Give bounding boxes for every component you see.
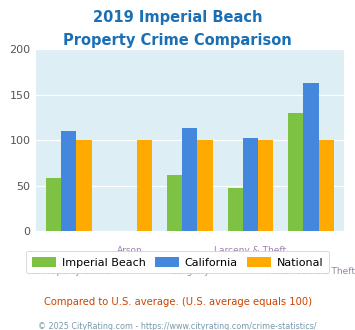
Bar xyxy=(288,113,304,231)
Text: Compared to U.S. average. (U.S. average equals 100): Compared to U.S. average. (U.S. average … xyxy=(44,297,311,307)
Legend: Imperial Beach, California, National: Imperial Beach, California, National xyxy=(26,251,329,273)
Bar xyxy=(197,140,213,231)
Text: Larceny & Theft: Larceny & Theft xyxy=(214,246,286,254)
Bar xyxy=(46,178,61,231)
Text: 2019 Imperial Beach: 2019 Imperial Beach xyxy=(93,10,262,25)
Text: © 2025 CityRating.com - https://www.cityrating.com/crime-statistics/: © 2025 CityRating.com - https://www.city… xyxy=(38,322,317,330)
Text: Motor Vehicle Theft: Motor Vehicle Theft xyxy=(267,267,355,276)
Bar xyxy=(76,140,92,231)
Bar xyxy=(137,140,152,231)
Bar xyxy=(243,138,258,231)
Bar xyxy=(304,83,319,231)
Bar xyxy=(167,175,182,231)
Bar xyxy=(258,140,273,231)
Text: Burglary: Burglary xyxy=(171,267,209,276)
Text: Property Crime Comparison: Property Crime Comparison xyxy=(63,33,292,48)
Bar xyxy=(182,128,197,231)
Text: All Property Crime: All Property Crime xyxy=(28,267,110,276)
Text: Arson: Arson xyxy=(116,246,142,254)
Bar xyxy=(228,188,243,231)
Bar xyxy=(61,131,76,231)
Bar xyxy=(319,140,334,231)
